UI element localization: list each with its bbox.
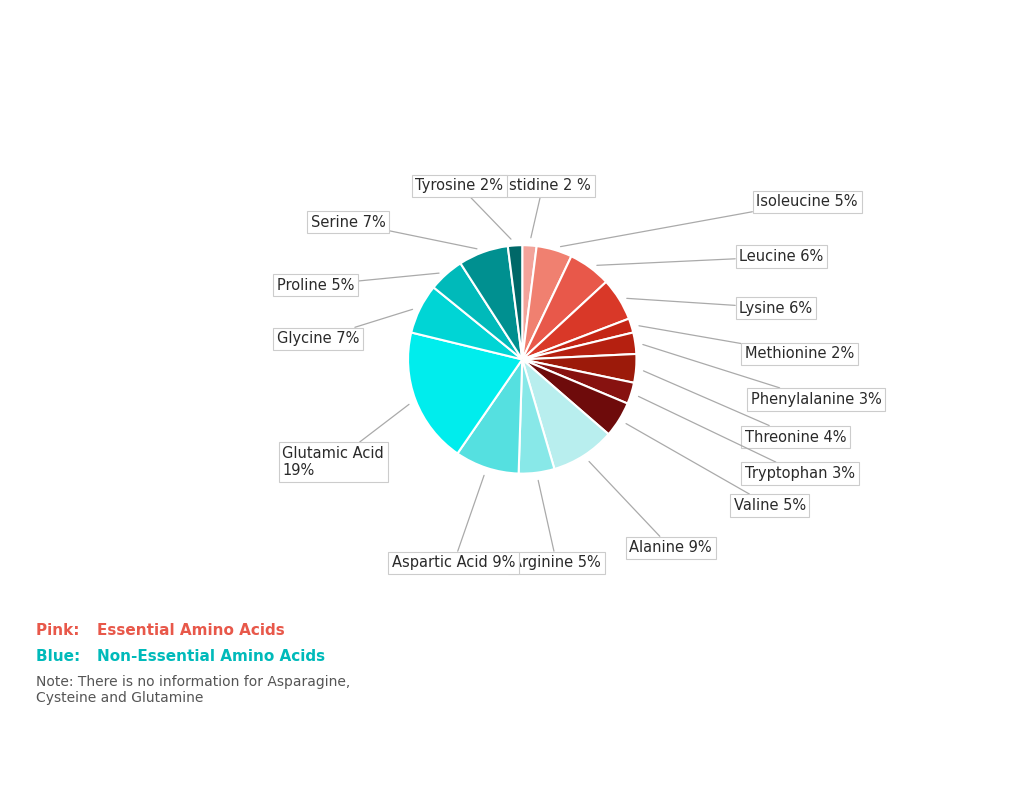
Wedge shape [522,360,634,403]
Text: Proline 5%: Proline 5% [276,273,439,293]
Text: Pink:: Pink: [36,623,85,638]
Text: Lysine 6%: Lysine 6% [627,298,812,316]
Wedge shape [458,360,522,473]
Wedge shape [433,264,522,360]
Wedge shape [522,282,629,360]
Text: Glutamic Acid
19%: Glutamic Acid 19% [283,404,409,478]
Text: Arginine 5%: Arginine 5% [512,481,601,570]
Text: Note: There is no information for Asparagine,
Cysteine and Glutamine: Note: There is no information for Aspara… [36,675,350,705]
Wedge shape [408,332,522,454]
Wedge shape [461,246,522,360]
Text: Methionine 2%: Methionine 2% [639,326,854,361]
Wedge shape [522,360,608,469]
Wedge shape [522,319,633,360]
Wedge shape [518,360,554,473]
Text: Blue:: Blue: [36,649,85,664]
Wedge shape [522,332,636,360]
Wedge shape [508,245,522,360]
Text: Valine 5%: Valine 5% [626,424,806,513]
Wedge shape [522,245,537,360]
Wedge shape [522,256,606,360]
Text: Tyrosine 2%: Tyrosine 2% [416,178,511,239]
Text: Essential Amino Acids: Essential Amino Acids [97,623,285,638]
Wedge shape [522,246,571,360]
Text: Isoleucine 5%: Isoleucine 5% [560,194,858,247]
Wedge shape [522,354,637,383]
Wedge shape [522,360,628,434]
Wedge shape [412,287,522,360]
Text: Histidine 2 %: Histidine 2 % [495,178,591,237]
Text: Threonine 4%: Threonine 4% [643,371,847,444]
Text: Non-Essential Amino Acids: Non-Essential Amino Acids [97,649,326,664]
Text: Leucine 6%: Leucine 6% [597,249,823,265]
Text: Glycine 7%: Glycine 7% [276,309,413,346]
Text: Phenylalanine 3%: Phenylalanine 3% [643,345,882,407]
Text: Aspartic Acid 9%: Aspartic Acid 9% [392,475,515,570]
Text: Alanine 9%: Alanine 9% [589,462,712,555]
Text: Serine 7%: Serine 7% [311,215,477,249]
Text: Tryptophan 3%: Tryptophan 3% [639,396,855,481]
